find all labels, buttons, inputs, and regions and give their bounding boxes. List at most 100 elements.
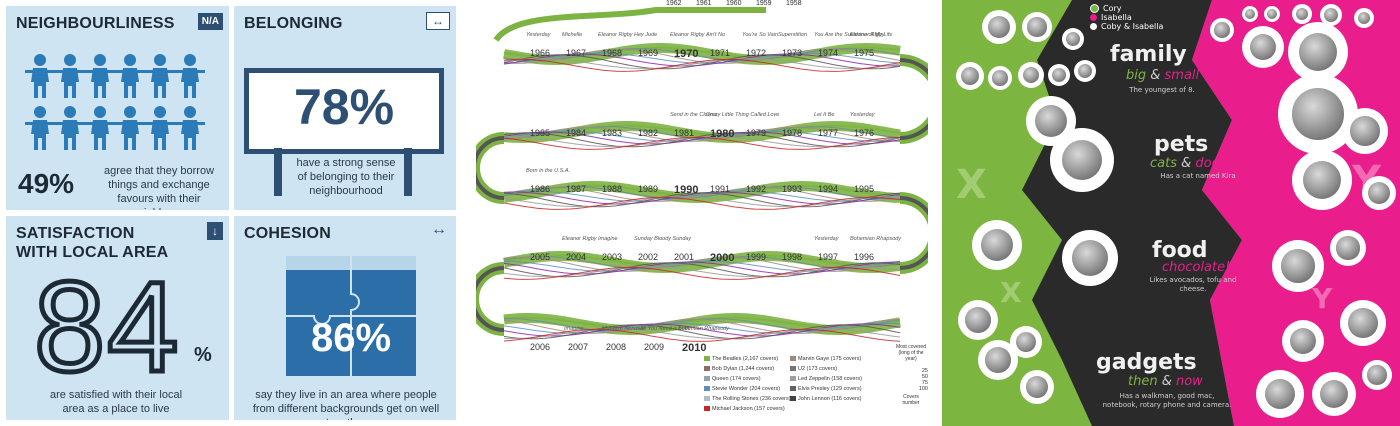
song-covers-timeline: 1962 1961 1960 1959 1958 1966 Yesterday 1967 Mic… (476, 0, 928, 426)
year-label: 2005 (530, 252, 551, 262)
photo-placeholder (1077, 63, 1093, 79)
song-label: Let It Be (814, 112, 835, 118)
person-icon (151, 68, 169, 98)
legend-label: The Rolling Stones (236 covers) (712, 396, 791, 402)
person-icon (154, 54, 166, 66)
legend-label: U2 (173 covers) (798, 366, 838, 372)
category-food-desc: Likes avocados, tofu and cheese. (1149, 276, 1237, 293)
person-icon (94, 106, 106, 118)
legend-item: Led Zeppelin (158 covers) (790, 376, 862, 382)
stream-start (493, 7, 766, 42)
scale-legend: Most covered (long of the year) 25 50 75… (894, 344, 928, 406)
song-label: Yesterday (814, 236, 839, 242)
photo-placeholder (1015, 331, 1037, 353)
cohesion-value: 86% (310, 316, 392, 360)
song-label: Born in the U.S.A. (526, 168, 571, 174)
sign-post-right (404, 148, 412, 196)
year-label: 1995 (854, 184, 875, 194)
photo-placeholder (1292, 88, 1344, 140)
photo-circle (1340, 300, 1386, 346)
scale-value: 25 (921, 368, 928, 374)
song-label: Yesterday (850, 112, 875, 118)
photo-circle (982, 10, 1016, 44)
legend-label: Marvin Gaye (175 covers) (798, 356, 862, 362)
photo-circle (978, 340, 1018, 380)
legend-item: Michael Jackson (157 covers) (704, 406, 785, 412)
person-icon (31, 68, 49, 98)
year-label: 2003 (602, 252, 623, 262)
person-icon (121, 120, 139, 150)
puzzle-icon (286, 256, 416, 376)
photo-placeholder (1368, 182, 1390, 204)
year-label: 2008 (606, 342, 627, 352)
person-icon (181, 68, 199, 98)
photo-circle (1062, 230, 1118, 286)
photo-circle (1026, 96, 1076, 146)
photo-placeholder (981, 229, 1013, 261)
legend-swatch (704, 376, 710, 382)
year-label: 1960 (726, 0, 742, 7)
photo-placeholder (1336, 236, 1360, 260)
year-label: 1978 (782, 128, 803, 138)
legend-swatch (790, 366, 796, 372)
photo-circle (1278, 74, 1358, 154)
photo-circle (1362, 176, 1396, 210)
legend-item: Marvin Gaye (175 covers) (790, 356, 861, 362)
photo-placeholder (985, 347, 1011, 373)
legend-label: Stevie Wonder (204 covers) (712, 386, 781, 392)
belonging-title: BELONGING (244, 15, 343, 32)
person-arm (55, 122, 85, 125)
song-label: Eleanor Rigby (598, 32, 633, 38)
legend-swatch (704, 356, 710, 362)
legend-swatch (704, 366, 710, 372)
category-food-sub: chocolate! (1162, 260, 1231, 275)
legend-item: Isabella (1090, 13, 1163, 22)
person-arm (25, 70, 55, 73)
letter-x: X (1000, 276, 1022, 309)
person-arm (115, 122, 145, 125)
person-arm (55, 70, 85, 73)
satisfaction-title: SATISFACTION WITH LOCAL AREA (16, 224, 168, 262)
year-label: 1975 (854, 48, 875, 58)
photo-placeholder (1266, 8, 1278, 20)
photo-circle (958, 300, 998, 340)
photo-circle (1242, 6, 1258, 22)
photo-circle (1342, 108, 1388, 154)
legend-swatch (790, 356, 796, 362)
song-label: Sunday Bloody Sunday (634, 236, 692, 242)
artist-stream (503, 192, 901, 208)
person-arm (145, 122, 175, 125)
photo-circle (1050, 128, 1114, 192)
person-arm (175, 122, 205, 125)
year-label: 2007 (568, 342, 589, 352)
cohesion-tile: COHESION ↔ 86% say they live in an area … (234, 216, 456, 420)
artist-stream (503, 54, 901, 70)
category-family-sub: big & small (1126, 68, 1200, 83)
photo-placeholder (961, 67, 979, 85)
photo-circle (1354, 8, 1374, 28)
photo-placeholder (1298, 32, 1338, 72)
artist-stream (503, 266, 901, 280)
person-icon (91, 68, 109, 98)
photo-placeholder (1061, 139, 1103, 181)
year-label: 1988 (602, 184, 623, 194)
people-icon-grid (25, 54, 205, 150)
song-label: Eleanor Rigby (670, 32, 705, 38)
song-label: Eleanor Rigby (562, 236, 597, 242)
artist-stream (503, 196, 901, 210)
person-arm (175, 70, 205, 73)
stream-loop (899, 54, 928, 144)
person-icon (151, 120, 169, 150)
photo-circle (1292, 4, 1312, 24)
legend-label: Bob Dylan (1,244 covers) (712, 366, 775, 372)
photo-circle (1288, 22, 1348, 82)
song-label: All You Need is Love (640, 326, 691, 332)
neighbourliness-caption: agree that they borrow things and exchan… (103, 165, 215, 210)
year-label: 1974 (818, 48, 839, 58)
photo-placeholder (1295, 7, 1309, 21)
category-family-desc: The youngest of 8. (1129, 86, 1195, 94)
timeline-streams (476, 7, 928, 342)
legend-item: Queen (174 covers) (704, 376, 761, 382)
sign-board (244, 68, 444, 154)
person-icon (94, 54, 106, 66)
